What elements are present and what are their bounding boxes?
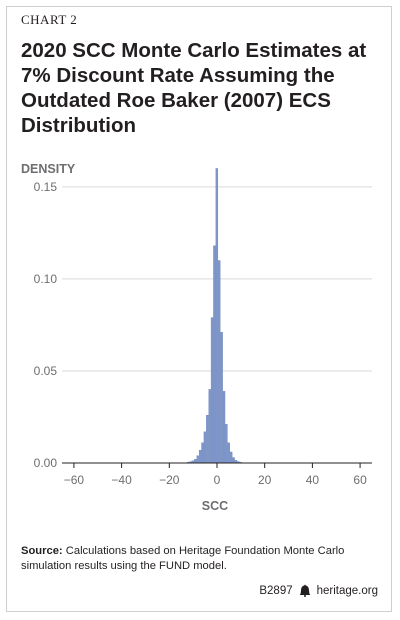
chart-number-label: CHART 2 xyxy=(21,12,78,27)
histogram-bar xyxy=(225,424,228,464)
x-tick-label: 20 xyxy=(258,473,272,487)
x-axis-label: SCC xyxy=(202,499,228,513)
y-tick-label: 0.15 xyxy=(34,180,58,194)
x-tick-label: 40 xyxy=(306,473,320,487)
footer: B2897 heritage.org xyxy=(259,584,378,597)
chart-frame xyxy=(6,6,392,612)
histogram-bar xyxy=(194,459,197,464)
histogram-chart: 0.00 0.05 0.10 0.15 −60 −40 −20 0 20 40 60 DENSITY… xyxy=(21,162,372,513)
y-axis-label: DENSITY xyxy=(21,162,76,176)
x-tick-label: −40 xyxy=(111,473,132,487)
axes: 0.00 0.05 0.10 0.15 −60 −40 −20 0 20 40 60 xyxy=(34,180,372,487)
histogram-bar xyxy=(213,245,216,464)
histogram-bars xyxy=(187,168,242,464)
chart-title: 2020 SCC Monte Carlo Estimates at 7% Dis… xyxy=(21,39,367,137)
x-tick-label: −60 xyxy=(64,473,85,487)
histogram-bar xyxy=(227,442,230,464)
histogram-bar xyxy=(232,457,235,464)
report-code: B2897 xyxy=(259,584,293,597)
histogram-bar xyxy=(222,391,226,464)
histogram-bar xyxy=(220,332,223,464)
liberty-bell-icon xyxy=(299,584,311,597)
histogram-bar xyxy=(203,431,207,464)
histogram-bar xyxy=(201,442,204,464)
histogram-bar xyxy=(198,449,202,464)
x-tick-label: −20 xyxy=(159,473,180,487)
x-tick-label: 60 xyxy=(353,473,367,487)
source-text: Calculations based on Heritage Foundatio… xyxy=(21,545,345,572)
source-label: Source: xyxy=(21,545,63,557)
source-note: Source: Calculations based on Heritage F… xyxy=(21,544,381,574)
histogram-bar xyxy=(229,451,233,464)
histogram-bar xyxy=(210,317,214,464)
histogram-bar xyxy=(208,389,211,464)
histogram-bar xyxy=(218,260,221,464)
y-tick-label: 0.05 xyxy=(34,364,58,378)
x-tick-label: 0 xyxy=(214,473,221,487)
histogram-bar xyxy=(196,455,199,464)
histogram-bar xyxy=(215,168,219,464)
y-tick-label: 0.00 xyxy=(34,456,58,470)
y-tick-label: 0.10 xyxy=(34,272,58,286)
histogram-bar xyxy=(206,414,209,464)
site-link[interactable]: heritage.org xyxy=(316,584,378,597)
